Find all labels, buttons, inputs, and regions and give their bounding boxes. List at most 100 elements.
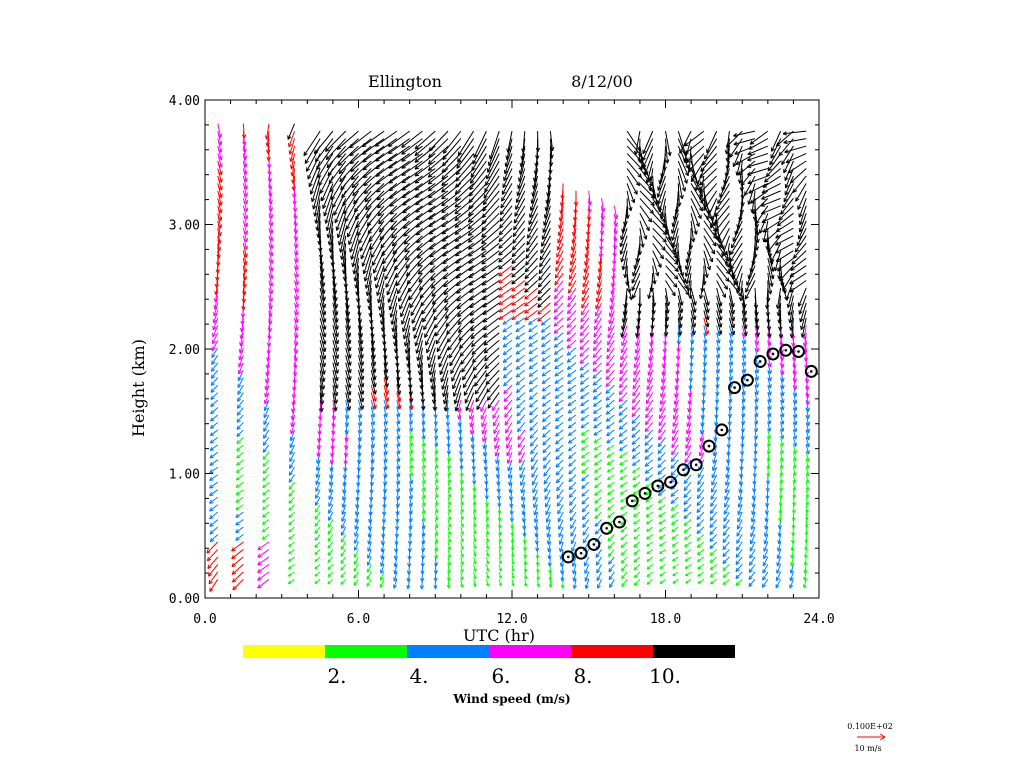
wind-vector xyxy=(379,295,385,318)
wind-vector xyxy=(763,526,769,538)
wind-vector xyxy=(434,504,439,514)
wind-vector xyxy=(473,549,477,557)
wind-vector xyxy=(498,227,513,243)
wind-vector xyxy=(722,526,730,536)
wind-vector xyxy=(319,340,327,360)
wind-vector xyxy=(434,444,439,455)
wind-vector xyxy=(723,519,730,529)
wind-vector xyxy=(231,564,244,575)
wind-vector xyxy=(722,556,730,564)
wind-vector xyxy=(210,407,219,415)
wind-vector xyxy=(579,369,590,378)
wind-vector xyxy=(362,138,385,155)
wind-vector xyxy=(567,384,577,392)
wind-vector xyxy=(725,467,730,479)
wind-vector xyxy=(780,429,785,440)
wind-vector xyxy=(776,541,782,552)
wind-vector xyxy=(792,444,797,454)
wind-vector xyxy=(607,511,615,519)
wind-vector xyxy=(621,332,628,347)
wind-vector xyxy=(445,310,462,327)
wind-vector xyxy=(764,168,781,183)
wind-vector xyxy=(737,511,743,523)
wind-vector xyxy=(502,324,513,333)
wind-vector xyxy=(508,482,513,494)
wind-vector xyxy=(659,578,666,585)
wind-vector xyxy=(513,205,526,224)
wind-vector xyxy=(434,317,449,337)
wind-vector xyxy=(441,212,462,228)
wind-vector xyxy=(671,213,679,234)
wind-vector xyxy=(716,302,723,321)
wind-vector xyxy=(787,295,794,316)
wind-vector xyxy=(326,213,334,239)
wind-vector xyxy=(805,444,810,455)
wind-vector xyxy=(429,362,436,383)
wind-vector xyxy=(585,235,590,251)
wind-vector xyxy=(697,563,705,570)
wind-vector xyxy=(794,235,807,253)
wind-vector xyxy=(485,556,490,565)
wind-vector xyxy=(366,564,372,573)
colorbar-segment xyxy=(653,645,735,658)
wind-vector xyxy=(580,436,590,444)
wind-vector xyxy=(543,466,551,477)
wind-vector xyxy=(714,198,730,217)
wind-vector xyxy=(555,474,564,484)
wind-vector xyxy=(502,354,513,363)
wind-vector xyxy=(407,272,423,293)
wind-vector xyxy=(208,571,219,585)
wind-vector xyxy=(686,422,692,435)
wind-vector xyxy=(328,160,347,185)
wind-vector xyxy=(619,354,628,368)
wind-vector xyxy=(507,467,513,479)
wind-vector xyxy=(776,564,782,574)
wind-vector xyxy=(748,571,756,580)
wind-vector xyxy=(779,482,784,492)
wind-vector xyxy=(711,474,718,486)
wind-vector xyxy=(684,541,692,548)
mixing-height-marker xyxy=(689,458,703,472)
wind-vector xyxy=(784,145,807,154)
wind-vector xyxy=(471,332,487,348)
wind-vector xyxy=(570,235,577,251)
x-tick-label: 24.0 xyxy=(803,612,834,627)
wind-vector xyxy=(288,549,295,555)
wind-vector xyxy=(421,534,426,545)
wind-vector xyxy=(459,332,474,349)
wind-vector xyxy=(607,489,615,496)
wind-vector xyxy=(340,235,347,260)
wind-vector xyxy=(606,444,615,451)
wind-vector xyxy=(242,183,248,197)
wind-vector xyxy=(767,422,772,432)
wind-vector xyxy=(670,489,679,497)
wind-vector xyxy=(593,317,602,331)
wind-vector xyxy=(508,489,514,501)
wind-vector xyxy=(446,317,462,335)
wind-vector xyxy=(710,496,718,507)
wind-vector xyxy=(242,272,247,288)
wind-vector xyxy=(710,481,718,493)
wind-vector xyxy=(567,377,577,385)
wind-vector xyxy=(703,235,716,255)
wind-vector xyxy=(353,190,372,213)
wind-vector xyxy=(511,242,526,258)
wind-vector xyxy=(418,265,436,283)
wind-vector xyxy=(216,250,221,267)
wind-vector xyxy=(447,489,452,498)
wind-vector xyxy=(345,340,352,359)
wind-vector xyxy=(428,145,449,165)
wind-vector xyxy=(789,265,807,278)
wind-vector xyxy=(383,384,390,402)
wind-vector xyxy=(639,213,650,232)
wind-vector xyxy=(377,280,385,304)
wind-vector xyxy=(376,175,398,193)
wind-vector xyxy=(241,123,247,139)
wind-vector xyxy=(396,437,401,447)
wind-vector xyxy=(485,579,490,587)
wind-vector xyxy=(515,332,526,340)
wind-vector xyxy=(749,130,769,145)
wind-vector xyxy=(802,579,807,589)
wind-vector xyxy=(328,489,334,500)
wind-vector xyxy=(289,145,296,162)
